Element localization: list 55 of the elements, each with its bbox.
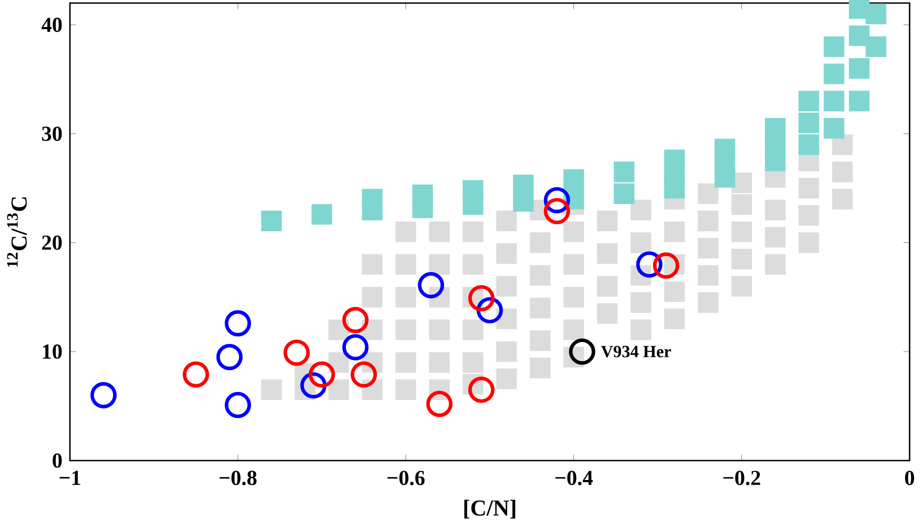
point <box>513 174 534 196</box>
point <box>848 58 870 79</box>
point <box>284 340 310 366</box>
y-axis-title: $^{12}$C/$^{13}$C <box>7 198 27 267</box>
point <box>350 362 377 388</box>
x-axis-title: [C/N] <box>464 500 516 519</box>
point <box>462 180 484 201</box>
point <box>544 198 570 224</box>
y-tick-label: 30 <box>42 126 62 142</box>
y-tick-label: 20 <box>42 236 62 250</box>
point <box>342 307 369 334</box>
point <box>418 272 444 298</box>
point <box>90 382 117 408</box>
x-tick-label: −0.4 <box>555 470 593 486</box>
x-tick-label: −1 <box>60 470 80 485</box>
point <box>308 362 335 388</box>
point <box>224 392 252 418</box>
point <box>614 184 634 204</box>
y-tick-label: 40 <box>42 18 62 32</box>
point <box>362 188 383 210</box>
point <box>824 64 844 84</box>
point <box>342 334 369 361</box>
point <box>824 118 844 139</box>
point <box>224 310 252 337</box>
point <box>824 36 844 58</box>
point <box>426 390 453 418</box>
point <box>866 36 886 58</box>
x-tick-label: −0.2 <box>723 470 760 486</box>
point <box>664 150 685 170</box>
point <box>468 376 495 404</box>
point <box>563 169 584 190</box>
y-tick-label: 0 <box>52 454 62 468</box>
point <box>824 90 844 112</box>
x-tick-label: −0.8 <box>220 470 257 486</box>
point <box>798 90 820 112</box>
point <box>714 138 736 160</box>
point <box>614 162 634 182</box>
point <box>848 26 870 46</box>
point <box>216 344 243 370</box>
point <box>468 285 495 312</box>
point <box>798 112 820 134</box>
point <box>652 252 680 279</box>
point <box>848 90 870 112</box>
annotation: V934 Her <box>601 346 672 358</box>
point <box>568 338 596 365</box>
point <box>798 134 820 156</box>
point <box>866 4 886 24</box>
point <box>312 204 332 225</box>
x-tick-label: 0 <box>905 470 914 486</box>
point <box>764 118 786 139</box>
point <box>412 184 433 206</box>
y-tick-label: 10 <box>42 344 62 359</box>
point <box>182 362 210 388</box>
point <box>261 210 282 232</box>
x-tick-label: −0.6 <box>388 470 425 486</box>
